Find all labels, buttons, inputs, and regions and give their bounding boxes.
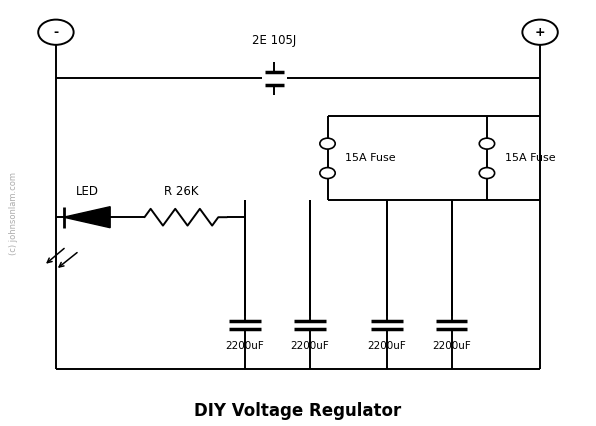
Text: 15A Fuse: 15A Fuse (505, 153, 555, 163)
Text: 2200uF: 2200uF (432, 341, 471, 351)
Text: -: - (54, 26, 58, 39)
Text: 2200uF: 2200uF (367, 341, 406, 351)
Text: DIY Voltage Regulator: DIY Voltage Regulator (194, 402, 402, 420)
Text: LED: LED (76, 185, 98, 198)
Text: R 26K: R 26K (164, 185, 198, 198)
Text: 15A Fuse: 15A Fuse (345, 153, 396, 163)
Text: 2200uF: 2200uF (290, 341, 329, 351)
Text: (c) johnsonlam.com: (c) johnsonlam.com (9, 172, 18, 254)
Text: 2200uF: 2200uF (225, 341, 264, 351)
Text: +: + (535, 26, 545, 39)
Text: 2E 105J: 2E 105J (252, 34, 296, 47)
Polygon shape (64, 207, 110, 228)
